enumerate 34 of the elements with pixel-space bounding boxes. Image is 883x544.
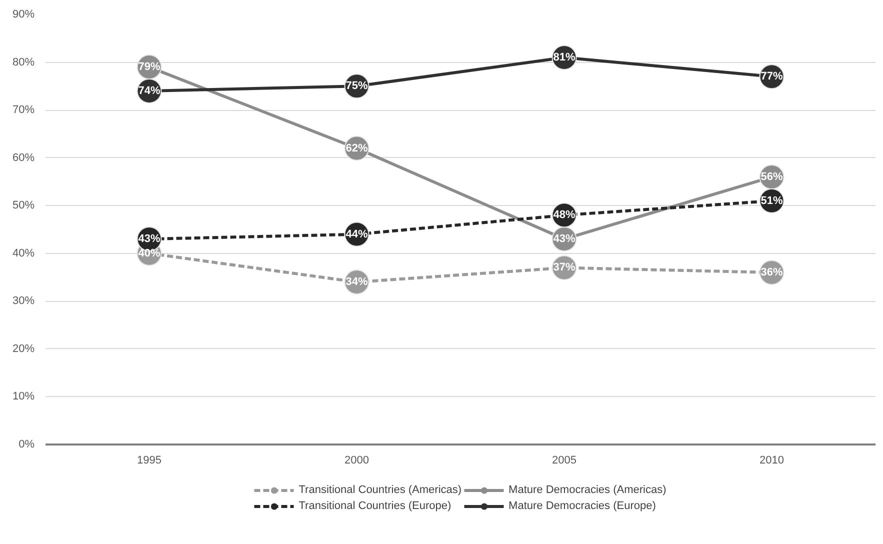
data-label: 48% [553,209,576,222]
data-label: 37% [553,262,576,274]
legend-label: Transitional Countries (Europe) [298,499,452,513]
data-label: 43% [138,233,160,246]
x-tick-label: 1995 [137,454,162,466]
x-tick-label: 2005 [552,454,576,466]
x-tick-label: 2000 [344,454,369,466]
y-tick-label: 0% [18,438,35,450]
data-label: 51% [760,194,783,207]
data-label: 40% [138,247,160,260]
y-tick-label: 30% [12,295,35,308]
data-label: 56% [760,170,783,183]
legend-label: Mature Democracies (Europe) [508,499,656,513]
y-tick-label: 40% [12,247,35,260]
y-tick-label: 50% [12,200,35,212]
data-label: 34% [346,276,368,288]
data-label: 77% [760,70,783,83]
data-label: 43% [553,233,576,246]
y-tick-label: 20% [12,342,35,355]
y-tick-label: 10% [12,390,35,403]
data-label: 44% [346,228,368,240]
y-tick-label: 90% [12,8,35,20]
data-label: 79% [138,61,160,74]
data-label: 62% [346,142,368,154]
y-tick-label: 60% [12,152,35,164]
data-label: 75% [346,80,368,92]
legend-label: Transitional Countries (Americas) [298,483,462,497]
y-tick-label: 80% [12,56,35,68]
data-label: 81% [553,52,576,64]
data-label: 36% [760,266,783,278]
data-label: 74% [138,84,160,97]
x-tick-label: 2010 [760,454,784,466]
legend-label: Mature Democracies (Americas) [508,483,666,497]
y-tick-label: 70% [12,104,35,116]
